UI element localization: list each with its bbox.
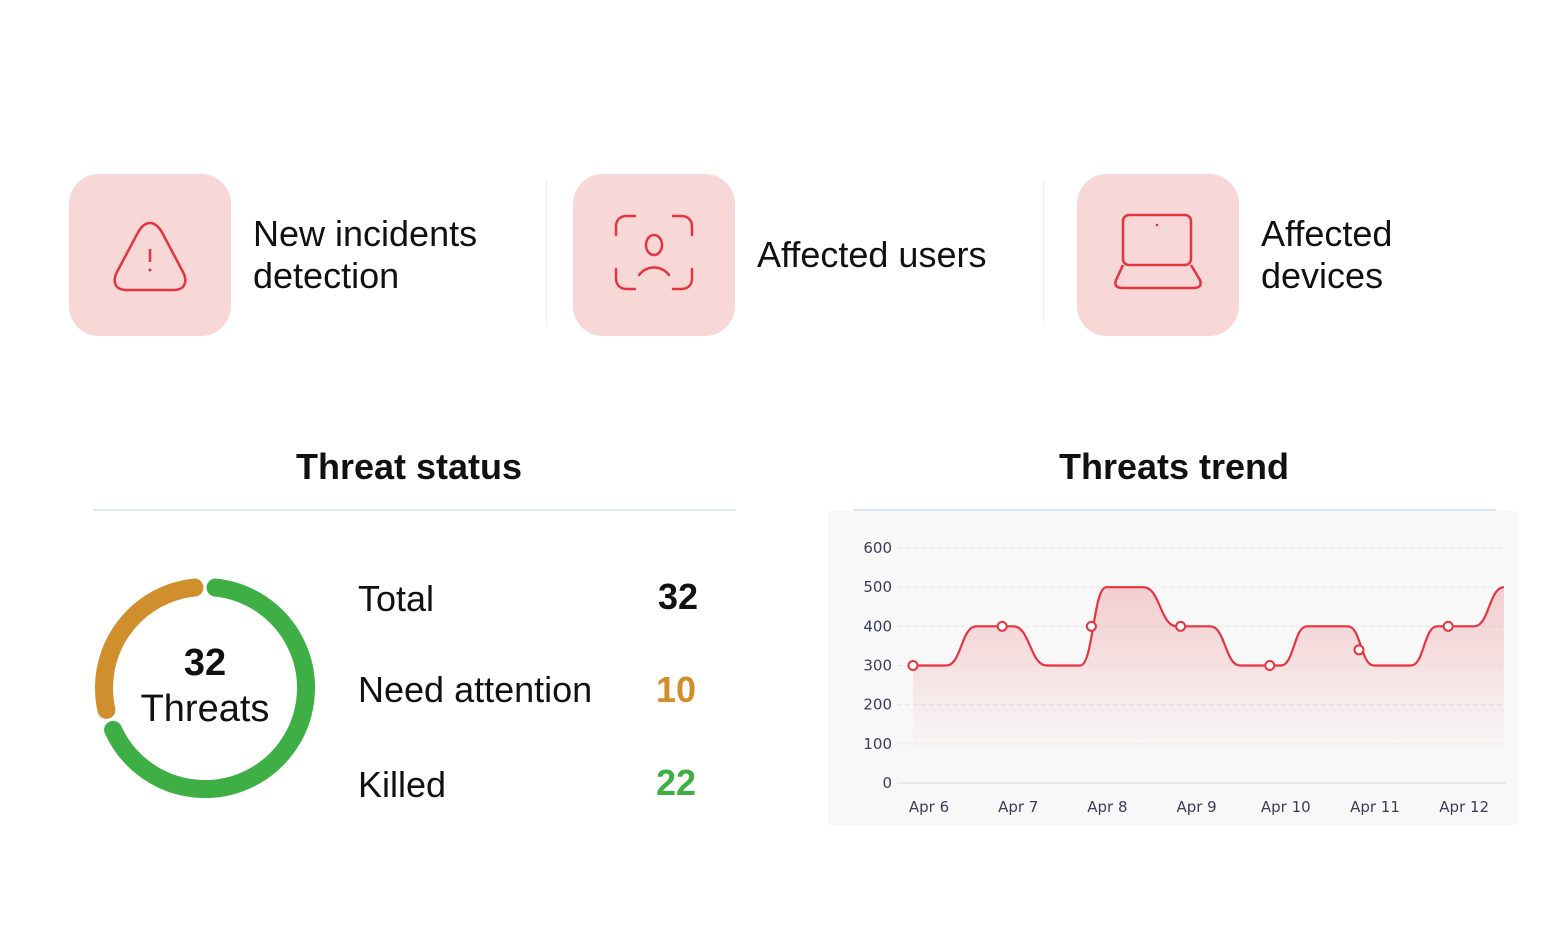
y-tick-label: 500 [863, 578, 892, 596]
x-tick-label: Apr 10 [1261, 798, 1311, 816]
divider [546, 180, 547, 325]
card-affected-devices[interactable]: Affected devices [1077, 174, 1461, 336]
y-tick-label: 400 [863, 617, 892, 635]
stat-attention-label: Need attention [358, 669, 593, 710]
tile [573, 174, 735, 336]
card-label: Affected users [757, 234, 987, 275]
y-tick-label: 0 [882, 774, 892, 792]
user-scan-icon [614, 214, 694, 291]
x-tick-label: Apr 12 [1439, 798, 1489, 816]
card-affected-users[interactable]: Affected users [573, 174, 1017, 336]
warning-triangle-icon [113, 221, 187, 292]
stat-attention-value: 10 [656, 669, 697, 710]
x-tick-label: Apr 9 [1176, 798, 1216, 816]
threat-donut [95, 578, 315, 798]
killed-arc [104, 578, 315, 798]
x-tick-label: Apr 8 [1087, 798, 1127, 816]
data-point[interactable] [907, 660, 919, 671]
divider [853, 509, 1496, 511]
card-new-incidents[interactable]: New incidents detection [69, 174, 513, 336]
stat-total-label: Total [358, 578, 435, 619]
data-point[interactable] [996, 620, 1008, 632]
x-tick-label: Apr 6 [909, 798, 949, 816]
x-tick-label: Apr 11 [1350, 798, 1400, 816]
laptop-icon [1114, 213, 1202, 290]
tile [1077, 174, 1239, 336]
divider [1043, 180, 1044, 325]
stat-killed-value: 22 [656, 762, 697, 803]
divider [93, 509, 736, 511]
tile [69, 174, 231, 336]
threat-status-title: Threat status [295, 446, 523, 487]
donut-label: Threats [140, 688, 270, 730]
data-point[interactable] [1085, 620, 1097, 632]
x-tick-label: Apr 7 [998, 798, 1038, 816]
threats-trend-title: Threats trend [1058, 446, 1290, 487]
data-point[interactable] [1175, 620, 1187, 632]
data-point[interactable] [1353, 644, 1365, 656]
data-point[interactable] [1264, 660, 1276, 671]
stat-killed-label: Killed [358, 764, 447, 805]
y-tick-label: 600 [863, 539, 892, 557]
data-point[interactable] [1442, 620, 1454, 632]
trend-line [913, 586, 1505, 667]
donut-center: 32 Threats [105, 640, 305, 732]
y-tick-label: 300 [863, 657, 892, 675]
threats-trend-chart: 0 100 200 300 400 500 600 Apr 6 Apr 7 Apr 8 Apr 9 A… [863, 539, 1506, 816]
card-label: New incidents detection [253, 213, 478, 296]
stat-total-value: 32 [658, 576, 699, 617]
card-label: Affected devices [1261, 213, 1393, 296]
donut-count: 32 [183, 642, 227, 684]
attention-arc [95, 578, 204, 719]
y-tick-label: 100 [863, 735, 892, 753]
y-tick-label: 200 [863, 696, 892, 714]
trend-area [913, 587, 1504, 753]
